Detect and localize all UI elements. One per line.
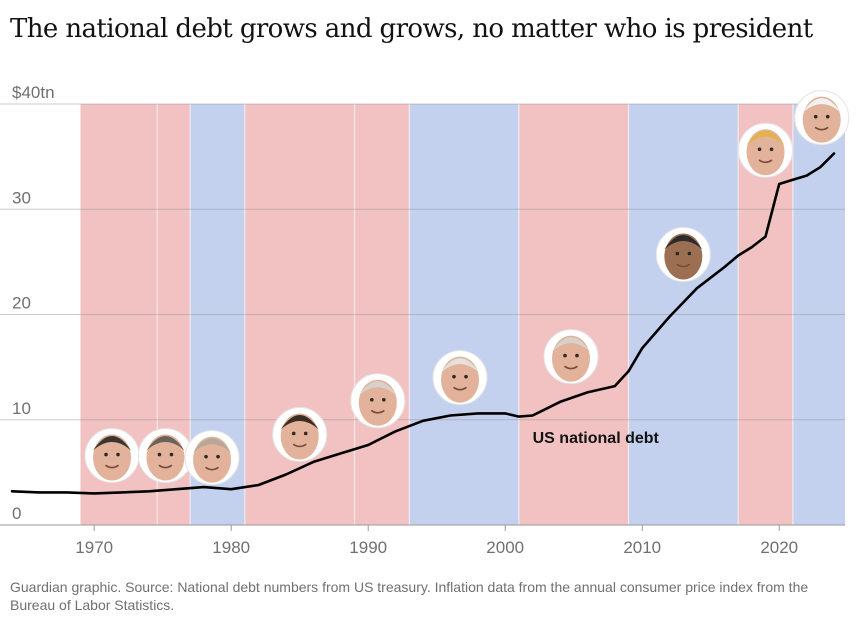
portrait-hair — [193, 438, 232, 453]
portrait-face — [280, 413, 319, 460]
portrait-eye — [464, 374, 468, 379]
series-label: US national debt — [533, 430, 660, 447]
portrait-bush-6 — [543, 329, 599, 385]
portrait-nixon-0 — [84, 428, 140, 484]
portrait-eye — [157, 452, 162, 457]
portrait-eye — [370, 398, 374, 402]
x-tick-label: 2020 — [760, 538, 798, 557]
portrait-eye — [303, 431, 308, 436]
portrait-eye — [216, 454, 220, 459]
portrait-mouth — [814, 126, 829, 131]
portrait-eye — [675, 251, 680, 256]
x-tick-label: 2000 — [486, 538, 524, 557]
portrait-hair — [551, 337, 590, 352]
portrait-eye — [769, 147, 774, 152]
source-note: Guardian graphic. Source: National debt … — [10, 579, 809, 613]
portrait-ford-1 — [137, 428, 193, 484]
portrait-hair — [280, 414, 319, 430]
x-tick-label: 1970 — [75, 538, 113, 557]
portrait-hair — [664, 235, 703, 250]
portrait-face — [193, 436, 232, 483]
series-line-us-national-debt — [10, 152, 836, 495]
portrait-mouth — [158, 464, 173, 469]
x-tick-label: 1990 — [349, 538, 387, 557]
y-tick-label: 10 — [12, 399, 31, 418]
portrait-eye — [575, 353, 579, 358]
portrait-face — [93, 434, 132, 481]
portrait-eye — [687, 251, 692, 256]
portrait-hair — [146, 436, 185, 451]
portrait-obama-7 — [655, 227, 711, 283]
portrait-mouth — [758, 159, 773, 164]
portrait-eye — [825, 114, 830, 119]
portrait-mouth — [371, 410, 385, 414]
portrait-face — [358, 379, 397, 426]
portrait-eye — [452, 374, 456, 379]
presidency-band-bush-4 — [354, 104, 410, 525]
portrait-eye — [382, 398, 386, 402]
portrait-eye — [813, 114, 818, 119]
portrait-eye — [169, 452, 174, 457]
presidency-band-clinton-5 — [409, 104, 519, 525]
portrait-reagan-3 — [272, 406, 328, 462]
presidency-band-biden-9 — [792, 104, 845, 525]
portrait-eye — [291, 431, 296, 436]
portrait-mouth — [205, 466, 219, 471]
portrait-face — [146, 434, 185, 481]
portrait-face — [441, 356, 480, 403]
portrait-carter-2 — [184, 430, 240, 486]
portrait-eye — [563, 353, 567, 358]
debt-chart: 0 10 20 30 $40tn 1970 1980 1990 2000 2010 2020 US n… — [0, 83, 850, 557]
portrait-eye — [116, 452, 120, 457]
portrait-hair — [441, 358, 480, 373]
portrait-face — [746, 129, 785, 176]
portrait-clinton-5 — [432, 350, 488, 406]
portrait-mouth — [564, 365, 578, 370]
chart-title: The national debt grows and grows, no ma… — [10, 14, 813, 44]
portrait-eye — [104, 452, 108, 457]
presidency-band-bush-6 — [518, 104, 629, 525]
portrait-hair — [746, 130, 785, 146]
y-tick-label: 20 — [12, 294, 31, 313]
portrait-face — [802, 96, 841, 143]
portrait-biden-9 — [794, 90, 850, 146]
portrait-hair — [358, 381, 397, 396]
portrait-hair — [802, 98, 841, 113]
portrait-mouth — [453, 386, 467, 391]
portrait-trump-8 — [738, 122, 794, 178]
portrait-face — [551, 335, 590, 382]
portrait-mouth — [676, 263, 691, 268]
portrait-mouth — [105, 464, 119, 469]
presidency-band-obama-7 — [628, 104, 739, 525]
y-tick-label: 0 — [12, 504, 21, 523]
y-tick-label: $40tn — [12, 83, 55, 102]
y-tick-label: 30 — [12, 188, 31, 207]
portrait-face — [664, 233, 703, 280]
x-tick-label: 1980 — [212, 538, 250, 557]
portrait-bush-4 — [350, 373, 406, 429]
x-tick-label: 2010 — [623, 538, 661, 557]
portrait-eye — [204, 454, 208, 459]
portrait-eye — [757, 147, 762, 152]
portrait-hair — [93, 436, 132, 451]
portrait-mouth — [292, 443, 307, 448]
